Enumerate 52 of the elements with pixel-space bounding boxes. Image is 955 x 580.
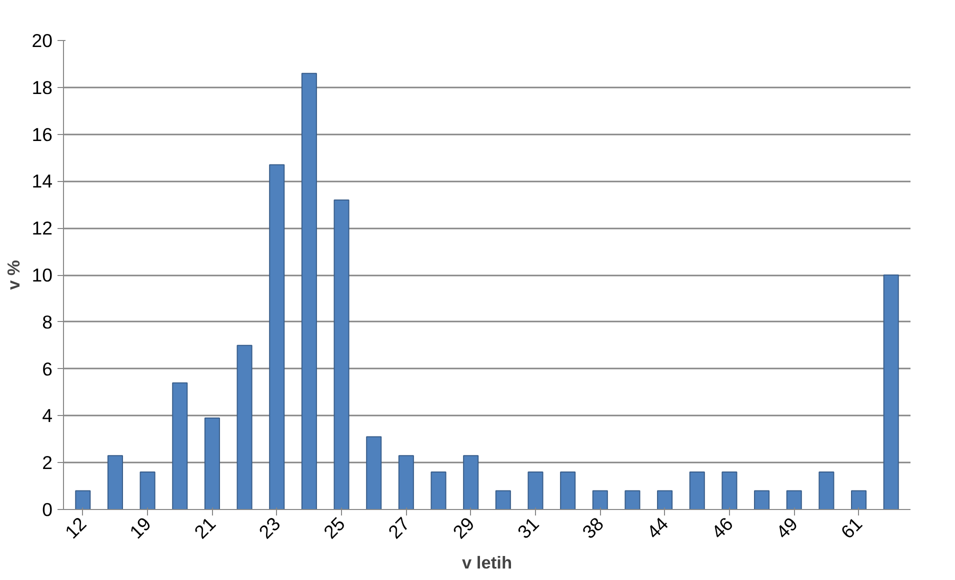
bar [560,471,576,510]
bar [204,418,220,510]
bar [269,164,285,510]
x-axis-title: v letih [462,552,512,572]
y-tick-label: 20 [32,30,53,51]
bar [301,72,317,510]
y-tick-label: 0 [42,499,53,520]
bar [75,490,91,510]
bar [463,455,479,510]
bar [495,490,511,510]
y-tick-label: 4 [42,405,53,426]
bar [140,471,156,510]
x-tick-label: 38 [578,513,608,543]
x-tick-label: 49 [772,513,802,543]
bar [528,471,544,510]
x-tick-label: 23 [254,513,284,543]
bar [398,455,414,510]
x-tick-label: 29 [448,513,478,543]
x-tick-label: 19 [125,513,155,543]
bar [366,436,382,510]
bar [107,455,123,510]
y-tick-label: 10 [32,264,53,286]
x-tick-label: 27 [384,513,414,543]
y-tick-label: 16 [32,124,53,145]
bar [592,490,608,510]
bar [851,490,867,510]
bar [722,471,738,510]
bar [334,199,350,510]
y-tick-label: 18 [32,76,53,98]
bar [818,471,834,510]
x-tick-label: 44 [642,513,672,543]
bar [172,382,188,510]
bar [689,471,705,510]
x-tick-label: 31 [513,513,543,543]
x-tick-label: 25 [319,513,349,543]
x-tick-label: 12 [60,513,90,543]
bar [883,274,899,510]
y-tick-label: 14 [32,170,53,192]
bar [754,490,770,510]
x-tick-label: 61 [836,513,866,543]
bar [430,471,446,510]
bar [786,490,802,510]
bar [236,344,252,510]
y-tick-label: 6 [42,358,53,380]
y-tick-label: 12 [32,218,53,239]
bar [624,490,640,510]
x-tick-label: 46 [707,513,737,543]
bar [657,490,673,510]
y-tick-label: 8 [42,311,53,332]
y-tick-label: 2 [42,452,53,474]
x-tick-label: 21 [190,513,220,543]
y-axis-title: v % [4,260,24,290]
